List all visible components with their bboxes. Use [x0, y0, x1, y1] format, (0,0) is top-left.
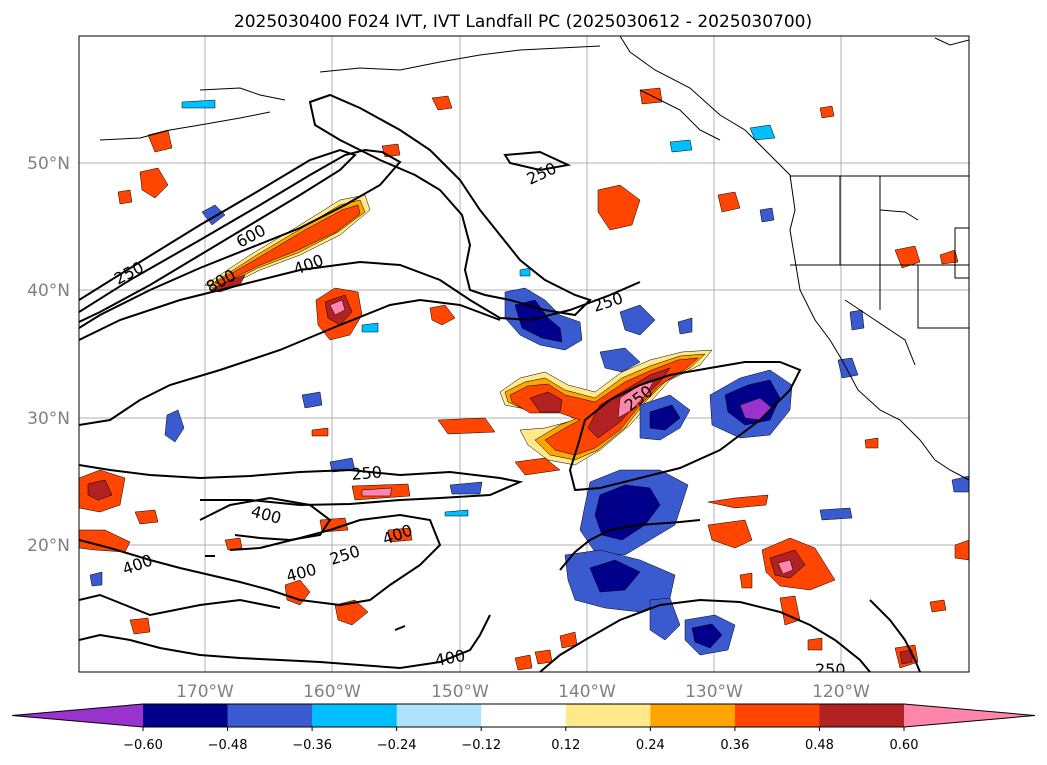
- lon-label: 160°W: [303, 682, 361, 702]
- lat-label: 40°N: [27, 281, 70, 301]
- colorbar-tick-label: −0.48: [208, 738, 248, 753]
- colorbar-segment: [481, 704, 567, 727]
- lon-label: 120°W: [812, 682, 870, 702]
- colorbar-segment: [734, 704, 820, 727]
- colorbar-segment: [565, 704, 651, 727]
- lat-label: 30°N: [27, 409, 70, 429]
- colorbar-segment: [396, 704, 482, 727]
- colorbar-tick-label: −0.36: [292, 738, 332, 753]
- map-frame: [78, 35, 970, 673]
- colorbar-tick-label: 0.24: [636, 738, 665, 753]
- colorbar-tick-label: 0.60: [890, 738, 919, 753]
- colorbar: −0.60 −0.48 −0.36 −0.24 −0.12 0.12 0.24 0.36 0.4…: [11, 703, 1036, 753]
- colorbar-tick-label: 0.12: [551, 738, 580, 753]
- contour-label: 250: [815, 660, 846, 679]
- colorbar-segment: [227, 704, 313, 727]
- map-area: 250 600 800 400 250 250 250 250 400 250 …: [79, 36, 969, 679]
- colorbar-tick-label: −0.12: [461, 738, 501, 753]
- ivt-contours: [79, 93, 921, 672]
- latitude-labels: 50°N 40°N 30°N 20°N: [27, 154, 70, 556]
- colorbar-tick-label: 0.36: [720, 738, 749, 753]
- colorbar-segment: [143, 704, 229, 727]
- colorbar-segment: [312, 704, 398, 727]
- lon-label: 150°W: [431, 682, 489, 702]
- longitude-labels: 170°W 160°W 150°W 140°W 130°W 120°W: [176, 682, 870, 702]
- colorbar-tick-label: 0.48: [805, 738, 834, 753]
- lat-label: 20°N: [27, 536, 70, 556]
- lon-label: 130°W: [685, 682, 743, 702]
- contour-label: 250: [351, 462, 383, 484]
- colorbar-tick-label: −0.24: [377, 738, 417, 753]
- colorbar-tick-label: −0.60: [123, 738, 163, 753]
- coastlines: [99, 36, 969, 481]
- lon-label: 140°W: [558, 682, 616, 702]
- colorbar-segment: [650, 704, 736, 727]
- map-title: 2025030400 F024 IVT, IVT Landfall PC (20…: [234, 12, 812, 32]
- colorbar-extend-low: [12, 704, 143, 727]
- lon-label: 170°W: [176, 682, 234, 702]
- colorbar-segment: [819, 704, 905, 727]
- lat-label: 50°N: [27, 154, 70, 174]
- colorbar-extend-high: [904, 704, 1035, 727]
